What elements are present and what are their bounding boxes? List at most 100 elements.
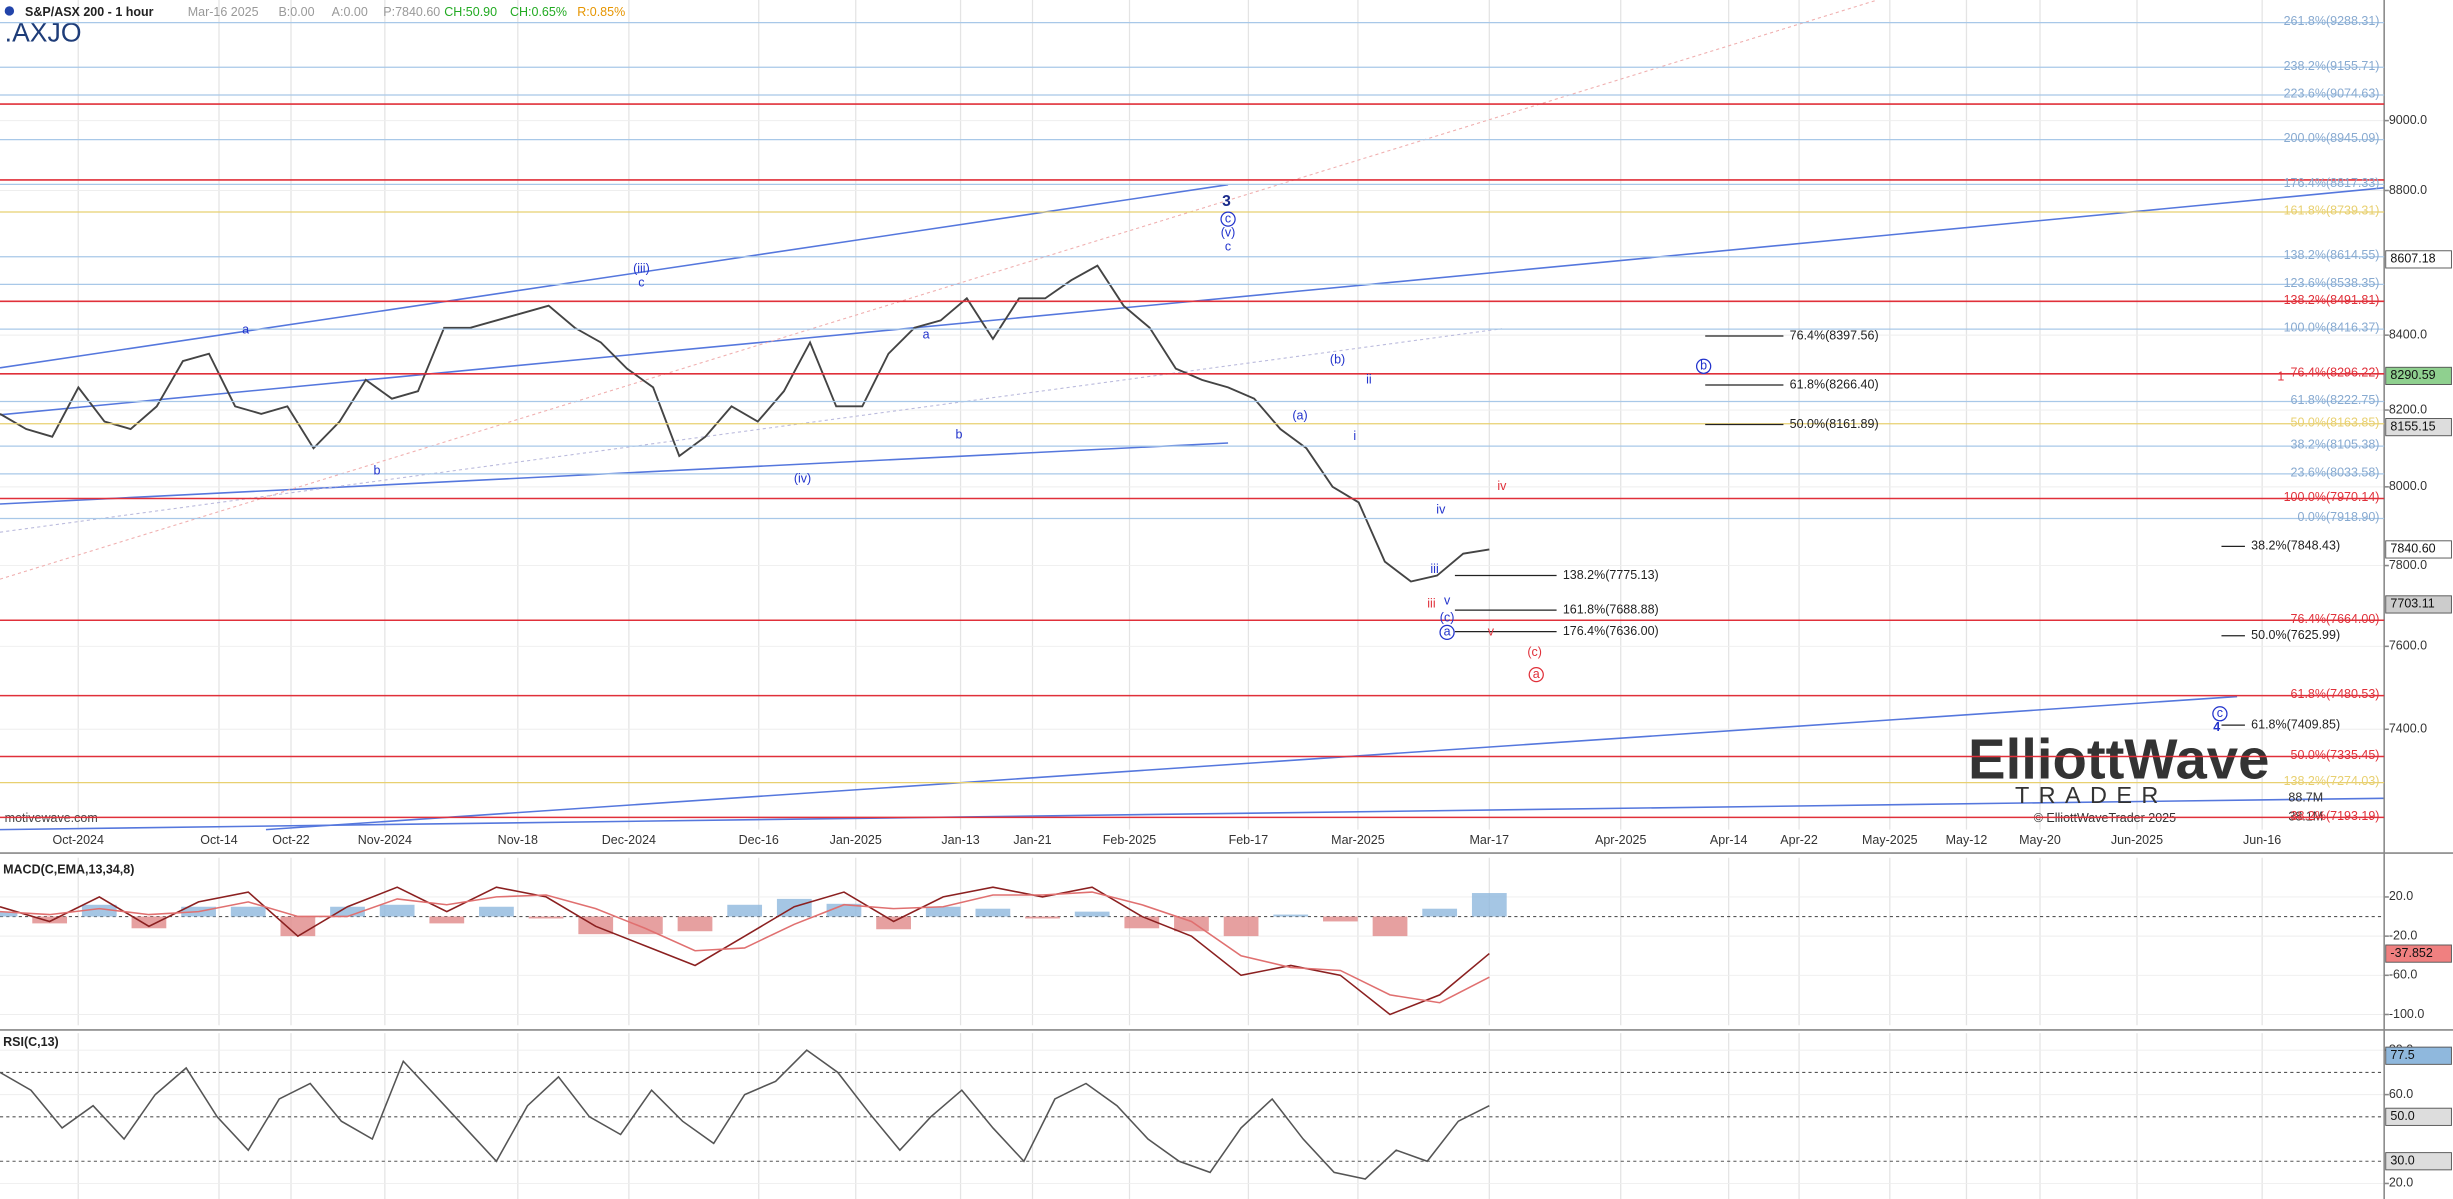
- histogram-bar: [876, 916, 911, 930]
- wave-label: 1: [2277, 370, 2284, 384]
- histogram-bar: [975, 908, 1011, 917]
- y-tick-label: 7400.0: [2389, 722, 2427, 736]
- histogram-bar: [826, 903, 862, 917]
- price-tag: [2385, 540, 2452, 559]
- x-tick-label: Apr-14: [1710, 833, 1748, 847]
- header-item: CH:0.65%: [510, 5, 567, 19]
- histogram-bar: [1422, 908, 1458, 917]
- wave-label: iii: [1427, 596, 1435, 610]
- wave-circle: [2212, 706, 2228, 722]
- x-tick-label: May-2025: [1862, 833, 1918, 847]
- histogram-bar: [131, 916, 167, 929]
- y-tick-label: -100.0: [2389, 1007, 2424, 1021]
- histogram-bar: [1323, 916, 1358, 922]
- histogram-bar: [0, 911, 18, 917]
- histogram-bar: [1372, 916, 1408, 937]
- wave-circle: [1220, 211, 1236, 227]
- x-tick-label: Jan-2025: [830, 833, 882, 847]
- fib-label: 50.0%(7335.45): [2291, 748, 2380, 762]
- fib-label: 176.4%(8817.33): [2284, 176, 2380, 190]
- fib-label: 38.2%(7193.19): [2291, 809, 2380, 823]
- histogram-bar: [1471, 893, 1507, 917]
- wave-label: i: [1353, 429, 1356, 443]
- projection-label: 50.0%(8161.89): [1790, 417, 1879, 431]
- series-line: [0, 264, 1490, 583]
- wave-label: b: [1700, 359, 1707, 373]
- fib-label: 138.2%(8614.55): [2284, 248, 2380, 262]
- volume-label: 38.1M: [2288, 809, 2323, 823]
- x-tick-label: Nov-18: [498, 833, 538, 847]
- price-tag-label: -37.852: [2390, 946, 2432, 960]
- fib-label: 76.4%(8296.22): [2291, 365, 2380, 379]
- y-tick-label: 9000.0: [2389, 113, 2427, 127]
- panel-title: MACD(C,EMA,13,34,8): [3, 863, 134, 877]
- price-tag: [2385, 1152, 2452, 1171]
- price-tag-label: 77.5: [2390, 1048, 2414, 1062]
- x-tick-label: Dec-16: [739, 833, 779, 847]
- histogram-bar: [677, 916, 713, 932]
- wave-label: (c): [1527, 645, 1542, 659]
- histogram-bar: [479, 906, 514, 917]
- wave-label: a: [242, 323, 249, 337]
- fib-label: 161.8%(8739.31): [2284, 204, 2380, 218]
- histogram-bar: [528, 916, 564, 919]
- x-tick-label: Dec-2024: [602, 833, 656, 847]
- projection-label: 76.4%(8397.56): [1790, 328, 1879, 342]
- wave-label: b: [374, 463, 381, 477]
- y-tick-label: 20.0: [2389, 1176, 2413, 1190]
- x-tick-label: Apr-22: [1780, 833, 1818, 847]
- price-tag-label: 8607.18: [2390, 252, 2435, 266]
- x-tick-label: Mar-17: [1470, 833, 1510, 847]
- x-tick-label: Mar-2025: [1331, 833, 1385, 847]
- wave-label: a: [1533, 667, 1540, 681]
- fib-label: 123.6%(8538.35): [2284, 276, 2380, 290]
- price-tag-label: 7840.60: [2390, 542, 2435, 556]
- y-tick-label: 8000.0: [2389, 479, 2427, 493]
- fib-label: 61.8%(8222.75): [2291, 393, 2380, 407]
- wave-label: a: [923, 327, 930, 341]
- histogram-bar: [1273, 914, 1309, 917]
- projection-label: 61.8%(8266.40): [1790, 377, 1879, 391]
- wave-circle: [1695, 358, 1712, 374]
- wave-label: iv: [1436, 503, 1446, 517]
- y-tick-label: 20.0: [2389, 889, 2413, 903]
- price-tag-label: 8290.59: [2390, 368, 2435, 382]
- histogram-bar: [81, 904, 117, 917]
- wave-label: (a): [1292, 409, 1307, 423]
- wave-circle: [1528, 666, 1544, 683]
- price-tag: [2385, 418, 2452, 437]
- marks: 9000.0 8800.0 8400.0 8200.0 8000.0 7800.0 7600…: [0, 5, 2452, 1190]
- histogram-bar: [379, 904, 415, 917]
- histogram-bar: [230, 906, 266, 917]
- x-tick-label: Feb-2025: [1103, 833, 1157, 847]
- x-tick-label: Jan-13: [941, 833, 979, 847]
- wave-label: a: [1444, 625, 1451, 639]
- y-tick-label: 8800.0: [2389, 183, 2427, 197]
- trendline: [0, 797, 2385, 831]
- trendline: [265, 695, 2238, 831]
- x-tick-label: Jun-16: [2243, 833, 2281, 847]
- price-tag: [2385, 595, 2452, 614]
- logo-sub: TRADER: [2015, 782, 2168, 808]
- fib-label: 76.4%(7664.00): [2291, 612, 2380, 626]
- fib-label: 38.2%(8105.38): [2291, 438, 2380, 452]
- header-item: CH:50.90: [444, 5, 497, 19]
- projection-label: 50.0%(7625.99): [2251, 628, 2340, 642]
- y-tick-label: 8400.0: [2389, 327, 2427, 341]
- price-tag-label: 8155.15: [2390, 419, 2435, 433]
- header-item: B:0.00: [278, 5, 314, 19]
- histogram-bar: [429, 916, 465, 924]
- header-item: R:0.85%: [577, 5, 625, 19]
- series-line: [0, 1049, 1490, 1180]
- series-line: [0, 886, 1490, 1016]
- volume-label: 88.7M: [2288, 791, 2323, 805]
- header-item: P:7840.60: [383, 5, 440, 19]
- y-tick-label: -20.0: [2389, 928, 2418, 942]
- histogram-bar: [925, 906, 961, 917]
- fib-label: 100.0%(8416.37): [2284, 321, 2380, 335]
- price-tag: [2385, 366, 2452, 385]
- price-tag: [2385, 1107, 2452, 1126]
- wave-label: 3: [1222, 193, 1231, 210]
